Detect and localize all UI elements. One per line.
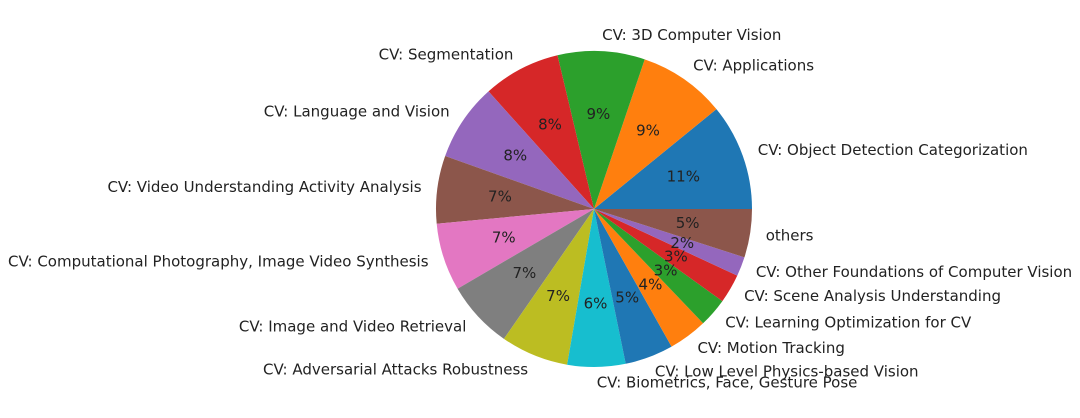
- pie-slice: [557, 50, 645, 209]
- percent-label: 7%: [546, 287, 570, 305]
- percent-label: 5%: [615, 288, 639, 306]
- slice-label: CV: Object Detection Categorization: [758, 141, 1028, 159]
- pie-slice: [594, 209, 672, 364]
- pie-slice: [445, 91, 594, 209]
- pie-slice: [594, 209, 745, 276]
- percent-label: 7%: [513, 264, 537, 282]
- percent-label: 9%: [587, 105, 611, 123]
- pie-slice: [436, 209, 594, 289]
- slice-label: CV: Other Foundations of Computer Vision: [756, 263, 1072, 281]
- percent-label: 7%: [488, 188, 512, 206]
- pie-slice: [594, 209, 738, 302]
- pie-slice: [457, 209, 594, 339]
- percent-label: 6%: [584, 294, 608, 312]
- slice-label: CV: Scene Analysis Understanding: [744, 287, 1001, 305]
- slice-label: CV: Motion Tracking: [697, 339, 844, 357]
- percent-label: 5%: [676, 214, 700, 232]
- percent-label: 2%: [670, 234, 694, 252]
- pie-slice: [503, 209, 594, 365]
- pie-slice: [594, 209, 752, 258]
- pie-slice: [436, 155, 594, 224]
- percent-label: 8%: [538, 116, 562, 134]
- percent-label: 9%: [636, 122, 660, 140]
- pie-slice: [594, 209, 723, 324]
- pie-slice: [567, 209, 626, 367]
- slice-label: CV: Segmentation: [379, 46, 514, 64]
- slice-label: CV: Language and Vision: [264, 103, 450, 121]
- slice-label: CV: Image and Video Retrieval: [239, 318, 467, 336]
- percent-label: 11%: [667, 168, 700, 186]
- pie-slice: [594, 59, 717, 210]
- slice-label: CV: Video Understanding Activity Analysi…: [107, 178, 421, 196]
- percent-label: 7%: [492, 229, 516, 247]
- pie-slice: [594, 109, 752, 209]
- percent-label: 3%: [664, 247, 688, 265]
- slice-label: CV: Applications: [693, 57, 814, 75]
- percent-label: 4%: [639, 276, 663, 294]
- pie-slice: [488, 55, 594, 210]
- slice-label: CV: Adversarial Attacks Robustness: [263, 360, 528, 378]
- slice-label: CV: Low Level Physics-based Vision: [655, 362, 919, 380]
- slice-label: CV: Biometrics, Face, Gesture Pose: [597, 373, 858, 391]
- slice-label: CV: Learning Optimization for CV: [725, 314, 972, 332]
- slice-label: CV: 3D Computer Vision: [602, 26, 781, 44]
- slice-label: others: [766, 226, 814, 244]
- percent-label: 8%: [503, 147, 527, 165]
- slice-label: CV: Computational Photography, Image Vid…: [8, 253, 429, 271]
- percent-label: 3%: [654, 262, 678, 280]
- pie-slice: [594, 209, 704, 347]
